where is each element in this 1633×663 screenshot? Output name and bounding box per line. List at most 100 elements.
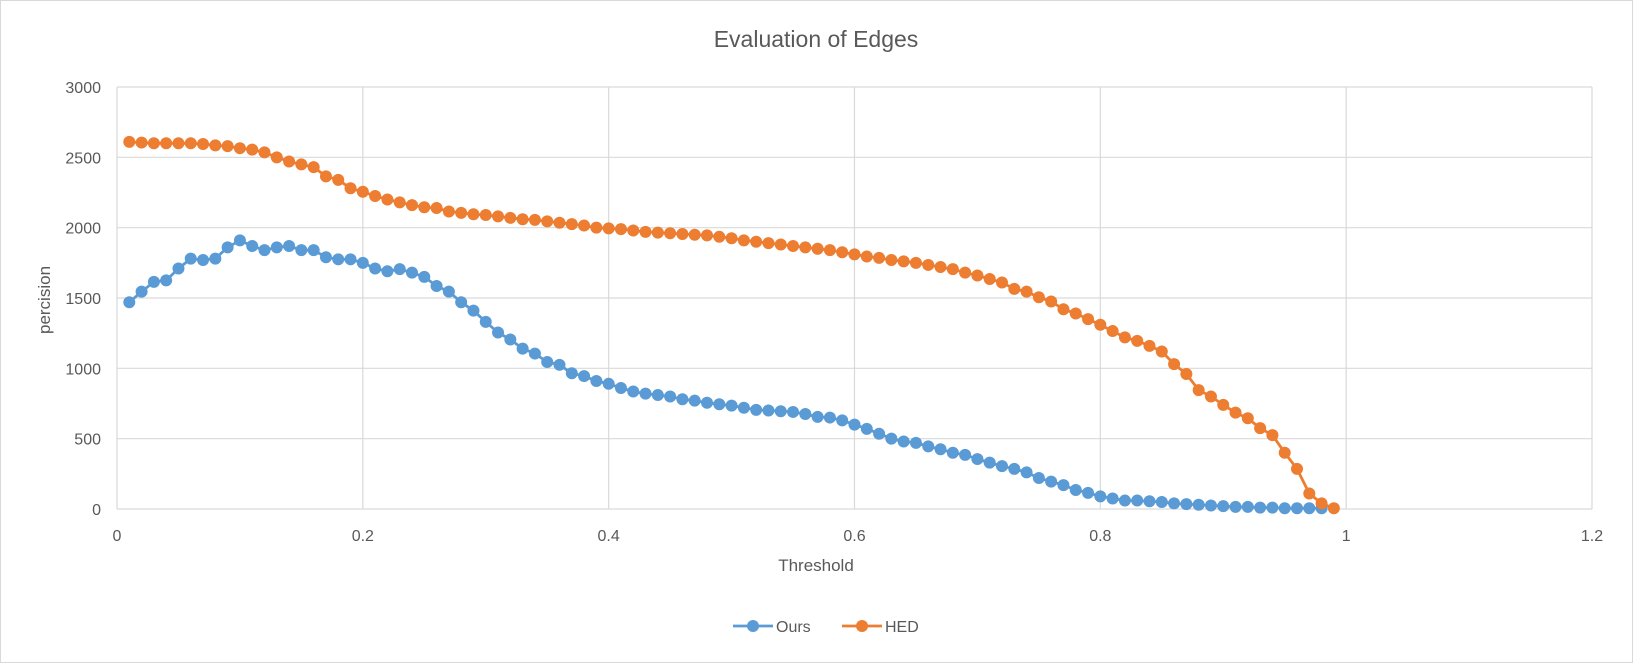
data-point — [1278, 502, 1291, 515]
data-point — [971, 269, 984, 282]
data-point — [246, 239, 259, 252]
data-point — [688, 228, 701, 241]
data-point — [270, 241, 283, 254]
data-point — [295, 244, 308, 257]
data-point — [799, 241, 812, 254]
y-tick-label: 500 — [74, 432, 101, 449]
data-point — [258, 244, 271, 257]
data-point — [922, 258, 935, 271]
data-point — [811, 410, 824, 423]
legend: Ours HED — [733, 619, 919, 636]
data-point — [221, 241, 234, 254]
data-point — [1008, 462, 1021, 475]
data-point — [996, 460, 1008, 473]
data-point — [1032, 472, 1045, 485]
data-point — [1291, 502, 1303, 515]
data-point — [836, 246, 849, 259]
data-point — [479, 315, 492, 328]
data-point — [406, 199, 418, 212]
data-point — [860, 250, 873, 263]
data-point — [1303, 502, 1316, 515]
data-point — [381, 193, 394, 206]
data-point — [1082, 313, 1095, 326]
data-point — [823, 244, 836, 257]
data-point — [860, 422, 873, 435]
data-point — [246, 143, 259, 156]
data-point — [172, 137, 185, 150]
data-point — [1045, 475, 1058, 488]
data-point — [221, 140, 234, 153]
data-point — [1106, 492, 1119, 505]
data-point — [664, 390, 677, 403]
data-point — [528, 213, 541, 226]
data-point — [1094, 490, 1107, 503]
data-point — [1241, 412, 1254, 425]
data-point — [909, 436, 922, 449]
data-point — [959, 448, 972, 461]
series-hed — [123, 135, 1340, 515]
data-point — [774, 405, 787, 418]
data-point — [1278, 446, 1291, 459]
x-tick-label: 0.4 — [598, 528, 620, 545]
data-point — [1266, 501, 1279, 514]
x-tick-label: 0.8 — [1089, 528, 1111, 545]
data-point — [442, 285, 455, 298]
data-point — [639, 387, 652, 400]
data-point — [455, 206, 468, 219]
data-point — [307, 161, 320, 174]
data-point — [983, 273, 996, 286]
data-point — [344, 253, 357, 266]
data-point — [1241, 500, 1254, 513]
data-point — [897, 255, 910, 268]
data-point — [811, 242, 824, 255]
data-point — [541, 356, 554, 369]
data-point — [479, 209, 492, 222]
data-point — [172, 262, 185, 275]
y-tick-label: 0 — [92, 502, 101, 519]
data-point — [1094, 318, 1107, 331]
data-point — [1180, 498, 1193, 511]
data-point — [897, 435, 910, 448]
x-tick-label: 1.2 — [1581, 528, 1603, 545]
data-point — [565, 367, 578, 380]
data-point — [602, 222, 615, 235]
data-point — [442, 205, 455, 218]
data-point — [1020, 466, 1033, 479]
data-point — [553, 216, 566, 229]
data-point — [664, 227, 677, 240]
y-tick-label: 3000 — [65, 80, 101, 97]
data-point — [959, 266, 972, 279]
series-line — [129, 140, 1335, 510]
data-point — [774, 238, 787, 251]
data-point — [787, 239, 800, 252]
data-point — [762, 404, 775, 417]
data-point — [1217, 398, 1230, 411]
data-point — [1143, 495, 1156, 508]
data-point — [1143, 339, 1156, 352]
data-point — [430, 280, 443, 293]
data-point — [614, 223, 627, 236]
data-point — [1118, 331, 1131, 344]
data-point — [430, 201, 443, 214]
y-axis-title: percision — [35, 266, 54, 334]
x-tick-label: 0.2 — [352, 528, 374, 545]
data-point — [135, 285, 148, 298]
data-point — [1315, 497, 1328, 510]
y-tick-label: 2500 — [65, 150, 101, 167]
x-tick-label: 0.6 — [843, 528, 865, 545]
data-point — [344, 182, 357, 195]
data-point — [602, 377, 615, 390]
data-point — [725, 399, 738, 412]
data-point — [873, 427, 886, 440]
data-point — [332, 253, 345, 266]
data-point — [873, 251, 886, 264]
data-point — [1266, 429, 1279, 442]
data-point — [160, 137, 173, 150]
data-point — [946, 263, 959, 276]
data-point — [627, 224, 640, 237]
data-point — [516, 213, 529, 226]
data-point — [418, 270, 431, 283]
data-point — [160, 274, 173, 287]
legend-item-hed: HED — [842, 619, 919, 636]
data-point — [1045, 295, 1058, 308]
